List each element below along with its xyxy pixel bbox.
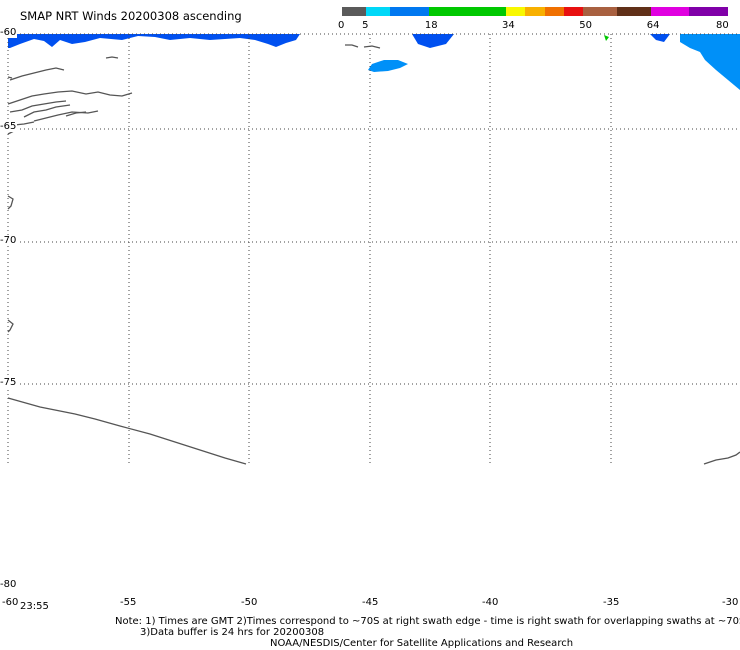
lat-lon-grid: [7, 33, 740, 465]
colorbar-segment: [650, 7, 690, 16]
coastline-segment: [33, 110, 99, 122]
coastline-segment: [9, 67, 65, 81]
lon-label-50: -50: [241, 597, 258, 608]
lat-label-65: -65: [0, 121, 18, 132]
coastline-segment: [7, 76, 13, 79]
lat-label-80: -80: [0, 579, 18, 590]
wind-swaths: [8, 34, 740, 90]
colorbar-label: 34: [502, 20, 515, 31]
colorbar-segment: [689, 7, 728, 16]
wind-patch-small: [650, 34, 670, 42]
colorbar-segment: [342, 7, 367, 16]
coastline-segment: [345, 44, 359, 48]
coastline-segment: [65, 111, 87, 117]
wind-swath-right: [680, 34, 740, 90]
coastlines: [7, 44, 740, 465]
colorbar-label: 80: [716, 20, 729, 31]
lon-label-30: -30: [722, 597, 739, 608]
colorbar-label: 0: [338, 20, 345, 31]
coastline-segment: [23, 104, 71, 118]
coastline-segment: [703, 451, 740, 465]
note-line-1: Note: 1) Times are GMT 2)Times correspon…: [115, 616, 740, 627]
colorbar-label: 64: [646, 20, 660, 31]
lat-label-70: -70: [0, 235, 18, 246]
coastline-segment: [7, 319, 14, 333]
coastline-segment: [105, 56, 119, 59]
colorbar-segment: [366, 7, 391, 16]
coastline-segment: [9, 100, 67, 113]
lon-label-40: -40: [482, 597, 499, 608]
wind-pixel-green: [604, 35, 609, 41]
colorbar-segment: [390, 7, 429, 16]
lon-label-60: -60: [2, 597, 19, 608]
coastline-segment: [7, 397, 247, 465]
colorbar-segment: [506, 7, 526, 16]
colorbar-segment: [428, 7, 507, 16]
colorbar-label: 5: [362, 20, 369, 31]
swath-time-label: 23:55: [20, 601, 49, 612]
wind-speed-colorbar: [342, 7, 728, 16]
colorbar-segment: [525, 7, 545, 16]
coastline-segment: [7, 90, 133, 105]
map-title: SMAP NRT Winds 20200308 ascending: [20, 9, 242, 23]
lat-label-75: -75: [0, 377, 18, 388]
lon-label-45: -45: [362, 597, 379, 608]
wind-swath-center: [412, 34, 454, 48]
colorbar-label: 50: [579, 20, 592, 31]
note-line-2: 3)Data buffer is 24 hrs for 20200308: [140, 627, 325, 638]
note-line-3: NOAA/NESDIS/Center for Satellite Applica…: [270, 638, 574, 649]
colorbar-segment: [583, 7, 617, 16]
wind-swath-left: [8, 34, 300, 48]
colorbar-label: 18: [424, 20, 438, 31]
coastline-segment: [7, 195, 14, 210]
wind-patch: [368, 60, 408, 72]
lat-label-60: -60: [0, 27, 18, 38]
lon-label-35: -35: [603, 597, 620, 608]
colorbar-segment: [563, 7, 584, 16]
colorbar-segment: [616, 7, 651, 16]
lon-label-55: -55: [120, 597, 137, 608]
coastline-segment: [363, 45, 381, 49]
colorbar-segment: [544, 7, 564, 16]
